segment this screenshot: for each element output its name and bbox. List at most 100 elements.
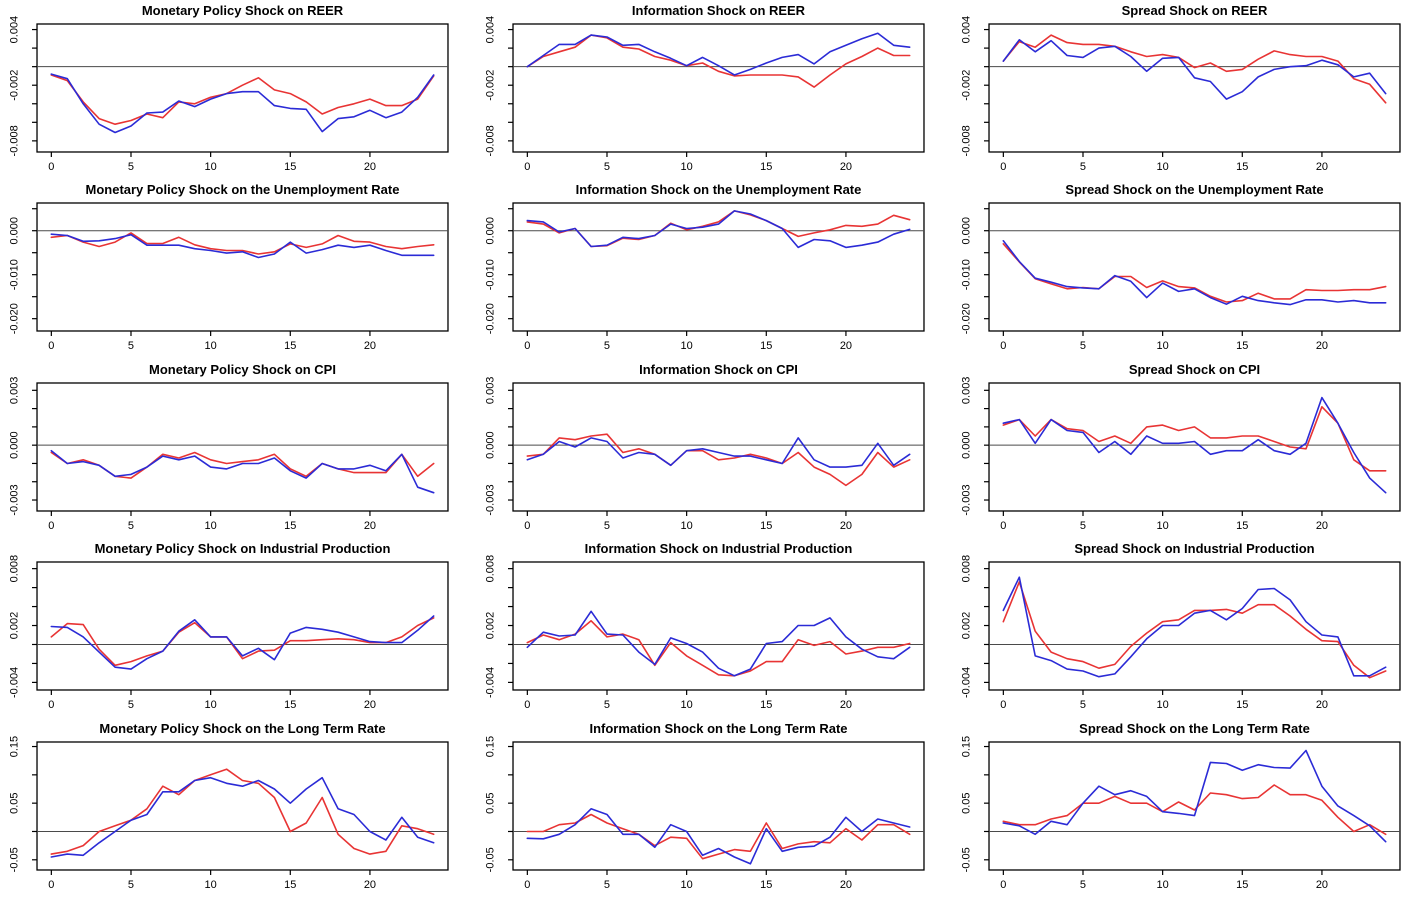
red-irf-line bbox=[1002, 405, 1387, 472]
x-tick-label: 15 bbox=[284, 699, 296, 711]
x-tick-label: 0 bbox=[1000, 879, 1006, 891]
blue-irf-line bbox=[50, 233, 435, 259]
chart-mp-cpi: Monetary Policy Shock on CPI 0.003 0.000 -0… bbox=[0, 359, 476, 538]
x-tick-label: 0 bbox=[524, 879, 530, 891]
red-irf-line bbox=[1002, 34, 1387, 104]
y-tick-label: -0.020 bbox=[961, 303, 973, 334]
red-irf-line bbox=[526, 620, 911, 677]
x-tick-label: 10 bbox=[205, 520, 217, 532]
x-tick-label: 15 bbox=[1236, 161, 1248, 173]
y-tick-label: 0.004 bbox=[9, 16, 21, 44]
x-tick-label: 5 bbox=[604, 879, 610, 891]
blue-irf-line bbox=[526, 610, 911, 677]
x-tick-label: 15 bbox=[284, 340, 296, 352]
x-tick-label: 20 bbox=[1316, 161, 1328, 173]
x-tick-label: 10 bbox=[1157, 161, 1169, 173]
y-tick-label: -0.003 bbox=[961, 484, 973, 515]
x-tick-label: 0 bbox=[48, 520, 54, 532]
y-tick-label: 0.004 bbox=[485, 16, 497, 44]
y-tick-label: -0.020 bbox=[9, 303, 21, 334]
chart-canvas-spread-unemployment: Spread Shock on the Unemployment Rate 0.0… bbox=[961, 182, 1401, 352]
chart-title: Information Shock on the Long Term Rate bbox=[589, 721, 847, 736]
x-tick-label: 20 bbox=[840, 340, 852, 352]
chart-canvas-info-long-term-rate: Information Shock on the Long Term Rate 0… bbox=[485, 721, 925, 891]
chart-canvas-mp-industrial-production: Monetary Policy Shock on Industrial Prod… bbox=[9, 541, 449, 711]
y-tick-label: -0.010 bbox=[9, 260, 21, 291]
chart-title: Information Shock on the Unemployment Ra… bbox=[576, 182, 862, 197]
y-tick-label: 0.000 bbox=[9, 431, 21, 459]
chart-info-industrial-production: Information Shock on Industrial Producti… bbox=[476, 538, 952, 717]
x-tick-label: 5 bbox=[128, 879, 134, 891]
x-tick-label: 20 bbox=[840, 520, 852, 532]
chart-canvas-spread-long-term-rate: Spread Shock on the Long Term Rate 0.15 0.… bbox=[961, 721, 1401, 891]
blue-irf-line bbox=[526, 32, 911, 76]
chart-title: Spread Shock on the Unemployment Rate bbox=[1065, 182, 1323, 197]
y-tick-label: 0.000 bbox=[485, 217, 497, 245]
chart-spread-reer: Spread Shock on REER 0.004 -0.002 -0.008 0 5 1… bbox=[952, 0, 1428, 179]
y-tick-label: -0.05 bbox=[9, 847, 21, 872]
x-tick-label: 20 bbox=[840, 879, 852, 891]
x-tick-label: 20 bbox=[364, 520, 376, 532]
chart-title: Monetary Policy Shock on the Long Term R… bbox=[99, 721, 385, 736]
chart-mp-unemployment: Monetary Policy Shock on the Unemploymen… bbox=[0, 179, 476, 358]
x-tick-label: 15 bbox=[760, 520, 772, 532]
x-tick-label: 10 bbox=[205, 879, 217, 891]
y-tick-label: 0.000 bbox=[9, 217, 21, 245]
chart-canvas-info-cpi: Information Shock on CPI 0.003 0.000 -0.003… bbox=[485, 362, 925, 532]
x-tick-label: 20 bbox=[364, 340, 376, 352]
x-tick-label: 5 bbox=[1080, 161, 1086, 173]
blue-irf-line bbox=[50, 776, 435, 858]
chart-spread-long-term-rate: Spread Shock on the Long Term Rate 0.15 0.… bbox=[952, 718, 1428, 897]
y-tick-label: 0.008 bbox=[961, 555, 973, 583]
y-tick-label: -0.05 bbox=[485, 847, 497, 872]
y-tick-label: 0.05 bbox=[485, 792, 497, 813]
y-tick-label: -0.003 bbox=[485, 484, 497, 515]
red-irf-line bbox=[50, 232, 435, 256]
chart-canvas-spread-reer: Spread Shock on REER 0.004 -0.002 -0.008 0 5 1… bbox=[961, 3, 1401, 173]
x-tick-label: 10 bbox=[681, 161, 693, 173]
blue-irf-line bbox=[1002, 38, 1387, 100]
blue-irf-line bbox=[526, 436, 911, 468]
x-tick-label: 5 bbox=[1080, 520, 1086, 532]
x-tick-label: 15 bbox=[284, 520, 296, 532]
blue-irf-line bbox=[1002, 749, 1387, 843]
chart-canvas-spread-industrial-production: Spread Shock on Industrial Production 0.0… bbox=[961, 541, 1401, 711]
chart-info-long-term-rate: Information Shock on the Long Term Rate 0… bbox=[476, 718, 952, 897]
red-irf-line bbox=[526, 813, 911, 860]
red-irf-line bbox=[1002, 581, 1387, 679]
y-tick-label: 0.000 bbox=[961, 431, 973, 459]
y-tick-label: 0.000 bbox=[485, 431, 497, 459]
x-tick-label: 15 bbox=[1236, 879, 1248, 891]
y-tick-label: 0.15 bbox=[485, 735, 497, 756]
x-tick-label: 0 bbox=[1000, 161, 1006, 173]
chart-title: Spread Shock on the Long Term Rate bbox=[1079, 721, 1310, 736]
x-tick-label: 20 bbox=[364, 161, 376, 173]
blue-irf-line bbox=[50, 449, 435, 494]
y-tick-label: 0.000 bbox=[961, 217, 973, 245]
chart-spread-unemployment: Spread Shock on the Unemployment Rate 0.0… bbox=[952, 179, 1428, 358]
red-irf-line bbox=[526, 210, 911, 248]
chart-canvas-spread-cpi: Spread Shock on CPI 0.003 0.000 -0.003 0 5 10 1… bbox=[961, 362, 1401, 532]
x-tick-label: 20 bbox=[1316, 340, 1328, 352]
y-tick-label: 0.003 bbox=[9, 376, 21, 404]
chart-title: Monetary Policy Shock on Industrial Prod… bbox=[95, 541, 391, 556]
x-tick-label: 10 bbox=[681, 340, 693, 352]
red-irf-line bbox=[1002, 783, 1387, 835]
blue-irf-line bbox=[1002, 396, 1387, 494]
x-tick-label: 20 bbox=[1316, 520, 1328, 532]
chart-info-unemployment: Information Shock on the Unemployment Ra… bbox=[476, 179, 952, 358]
y-tick-label: -0.008 bbox=[961, 125, 973, 156]
chart-info-cpi: Information Shock on CPI 0.003 0.000 -0.003… bbox=[476, 359, 952, 538]
x-tick-label: 0 bbox=[1000, 520, 1006, 532]
chart-title: Spread Shock on Industrial Production bbox=[1074, 541, 1314, 556]
x-tick-label: 0 bbox=[48, 699, 54, 711]
x-tick-label: 10 bbox=[205, 340, 217, 352]
x-tick-label: 15 bbox=[760, 699, 772, 711]
x-tick-label: 15 bbox=[284, 879, 296, 891]
chart-title: Information Shock on REER bbox=[632, 3, 806, 18]
y-tick-label: -0.010 bbox=[961, 260, 973, 291]
x-tick-label: 5 bbox=[1080, 340, 1086, 352]
chart-spread-industrial-production: Spread Shock on Industrial Production 0.0… bbox=[952, 538, 1428, 717]
x-tick-label: 10 bbox=[1157, 340, 1169, 352]
